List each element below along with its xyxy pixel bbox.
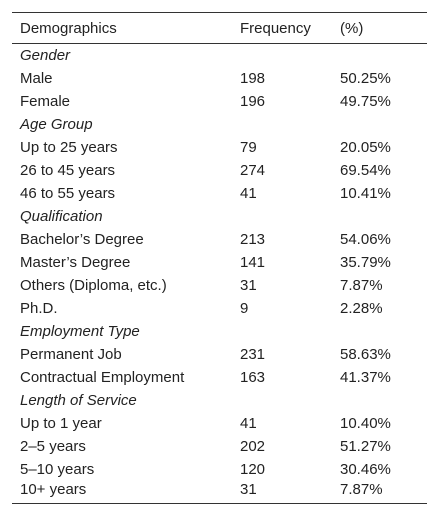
row-label: Male — [20, 69, 53, 87]
data-row: Bachelor’s Degree 213 54.06% — [12, 228, 427, 251]
row-label: Contractual Employment — [20, 368, 185, 386]
group-title: Age Group — [20, 115, 93, 133]
group-row: Length of Service — [12, 389, 427, 412]
percent-cell: 51.27% — [340, 437, 391, 455]
row-label: 10+ years — [20, 480, 87, 498]
frequency-cell: 196 — [240, 92, 266, 110]
percent-cell: 58.63% — [340, 345, 391, 363]
frequency-cell: 231 — [240, 345, 266, 363]
data-row: Contractual Employment 163 41.37% — [12, 366, 427, 389]
percent-cell: 2.28% — [340, 299, 383, 317]
table-body: Gender Male 198 50.25% Female 196 49.75% Age Gr… — [12, 44, 427, 504]
header-cell: Demographics — [20, 19, 117, 37]
group-row: Qualification — [12, 205, 427, 228]
data-row: Up to 25 years 79 20.05% — [12, 136, 427, 159]
percent-cell: 10.41% — [340, 184, 391, 202]
percent-cell: 7.87% — [340, 276, 383, 294]
group-title: Gender — [20, 46, 71, 64]
data-row: Up to 1 year 41 10.40% — [12, 412, 427, 435]
row-label: 2–5 years — [20, 437, 86, 455]
data-row: 10+ years 31 7.87% — [12, 481, 427, 504]
frequency-cell: 163 — [240, 368, 266, 386]
header-row: Demographics Frequency (%) — [12, 12, 427, 44]
data-row: Permanent Job 231 58.63% — [12, 343, 427, 366]
frequency-cell: 9 — [240, 299, 249, 317]
group-row: Age Group — [12, 113, 427, 136]
percent-cell: 49.75% — [340, 92, 391, 110]
table-container: Demographics Frequency (%) Gender Male 198… — [12, 12, 427, 504]
percent-cell: 50.25% — [340, 69, 391, 87]
row-label: Up to 25 years — [20, 138, 118, 156]
row-label: 26 to 45 years — [20, 161, 116, 179]
data-row: 26 to 45 years 274 69.54% — [12, 159, 427, 182]
percent-cell: 35.79% — [340, 253, 391, 271]
data-row: Female 196 49.75% — [12, 90, 427, 113]
frequency-cell: 202 — [240, 437, 266, 455]
row-label: 46 to 55 years — [20, 184, 116, 202]
frequency-cell: 31 — [240, 480, 257, 498]
data-row: 2–5 years 202 51.27% — [12, 435, 427, 458]
percent-cell: 54.06% — [340, 230, 391, 248]
percent-cell: 30.46% — [340, 460, 391, 478]
frequency-cell: 120 — [240, 460, 266, 478]
frequency-cell: 274 — [240, 161, 266, 179]
group-row: Employment Type — [12, 320, 427, 343]
table-header: Demographics Frequency (%) — [12, 12, 427, 44]
row-label: Bachelor’s Degree — [20, 230, 144, 248]
frequency-cell: 31 — [240, 276, 257, 294]
frequency-cell: 79 — [240, 138, 257, 156]
percent-cell: 41.37% — [340, 368, 391, 386]
frequency-cell: 41 — [240, 184, 257, 202]
group-title: Qualification — [20, 207, 103, 225]
demographics-table: Demographics Frequency (%) Gender Male 198… — [12, 12, 427, 504]
row-label: Ph.D. — [20, 299, 58, 317]
row-label: Up to 1 year — [20, 414, 102, 432]
row-label: Master’s Degree — [20, 253, 131, 271]
group-title: Employment Type — [20, 322, 140, 340]
data-row: Male 198 50.25% — [12, 67, 427, 90]
percent-cell: 69.54% — [340, 161, 391, 179]
percent-cell: 20.05% — [340, 138, 391, 156]
frequency-cell: 198 — [240, 69, 266, 87]
header-cell: Frequency — [240, 19, 311, 37]
frequency-cell: 213 — [240, 230, 266, 248]
header-cell: (%) — [340, 19, 364, 37]
row-label: Permanent Job — [20, 345, 122, 363]
data-row: Others (Diploma, etc.) 31 7.87% — [12, 274, 427, 297]
percent-cell: 7.87% — [340, 480, 383, 498]
data-row: Master’s Degree 141 35.79% — [12, 251, 427, 274]
row-label: Female — [20, 92, 71, 110]
frequency-cell: 41 — [240, 414, 257, 432]
row-label: Others (Diploma, etc.) — [20, 276, 167, 294]
row-label: 5–10 years — [20, 460, 95, 478]
data-row: 46 to 55 years 41 10.41% — [12, 182, 427, 205]
group-row: Gender — [12, 44, 427, 67]
frequency-cell: 141 — [240, 253, 266, 271]
percent-cell: 10.40% — [340, 414, 391, 432]
data-row: 5–10 years 120 30.46% — [12, 458, 427, 481]
data-row: Ph.D. 9 2.28% — [12, 297, 427, 320]
group-title: Length of Service — [20, 391, 137, 409]
